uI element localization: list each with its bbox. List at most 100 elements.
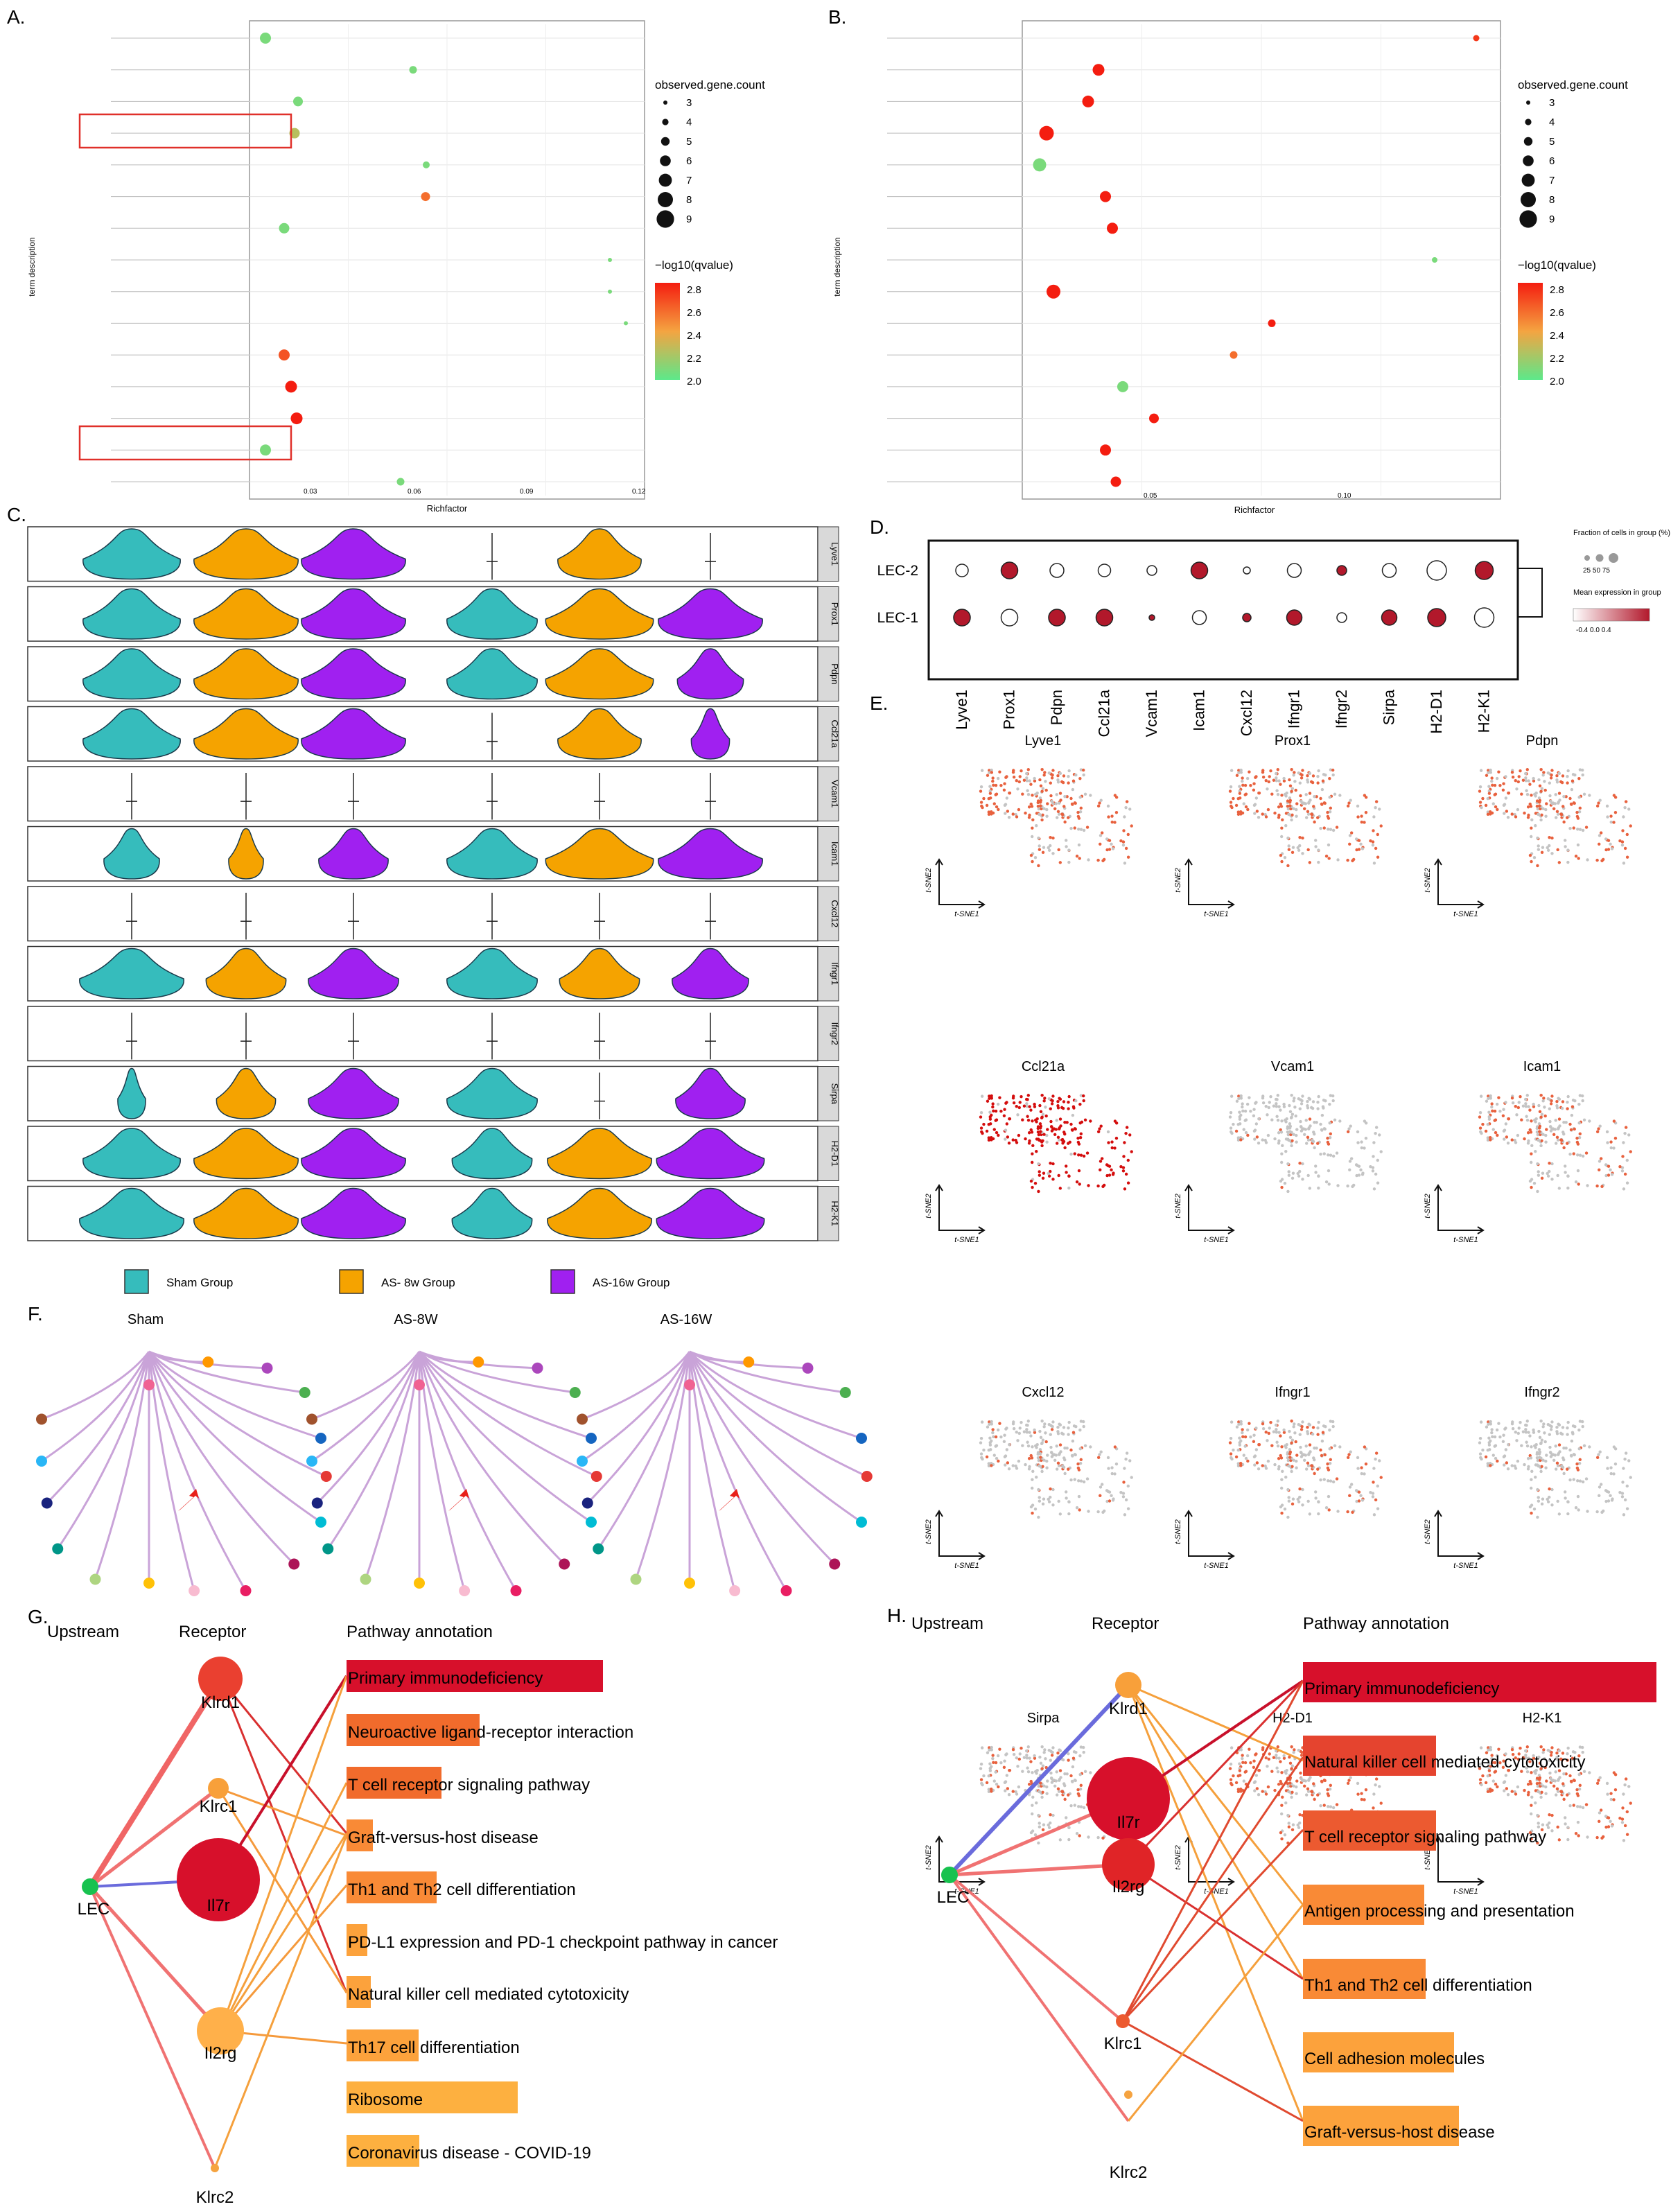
tsne-point: [1557, 792, 1561, 795]
pathway-bar: [347, 2029, 419, 2061]
expression-dot: [1286, 609, 1303, 626]
tsne-point: [1573, 1751, 1577, 1754]
tsne-point: [1308, 1187, 1312, 1190]
tsne-point: [1040, 1795, 1044, 1799]
tsne-point: [1331, 1154, 1336, 1158]
tsne-point: [1267, 1757, 1271, 1761]
tsne-point: [992, 1435, 995, 1438]
tsne-point: [1024, 811, 1027, 815]
tsne-point: [1101, 1510, 1105, 1514]
tsne-point: [1276, 1094, 1279, 1097]
tsne-point: [1525, 1745, 1529, 1749]
communication-arc: [419, 1350, 538, 1370]
tsne-point: [1252, 1433, 1256, 1437]
tsne-point: [1506, 1467, 1510, 1471]
tsne-point: [1526, 1131, 1530, 1135]
tsne-point: [988, 769, 991, 772]
tsne-point: [1526, 1457, 1530, 1460]
cell-type-node: [360, 1573, 371, 1585]
tsne-point: [1548, 1169, 1551, 1173]
pathway-label: Graft-versus-host disease: [1304, 2123, 1495, 2142]
tsne-point: [1515, 1113, 1519, 1117]
tsne-point: [1113, 794, 1117, 797]
tsne-point: [1005, 796, 1009, 800]
tsne-point: [1609, 1466, 1613, 1469]
tsne-point: [1623, 1824, 1627, 1828]
tsne-point: [1062, 1782, 1066, 1785]
tsne-point: [1030, 1130, 1034, 1134]
tsne-point: [1566, 1467, 1569, 1471]
tsne-point: [1236, 810, 1240, 814]
tsne-point: [1254, 1774, 1259, 1777]
tsne-point: [1537, 1139, 1541, 1142]
tsne-point: [1243, 1109, 1248, 1113]
tsne-point: [1555, 1756, 1559, 1759]
tsne-point: [1487, 1422, 1490, 1426]
tsne-point: [1510, 812, 1514, 816]
tsne-point: [1293, 780, 1297, 783]
tsne-point: [1005, 1448, 1009, 1451]
size-legend-dot: [656, 210, 674, 228]
tsne-point: [1364, 1462, 1368, 1466]
tsne-axis-arrows: [935, 1184, 986, 1234]
d-legend-dot-large: [1609, 553, 1618, 563]
tsne-point: [1558, 1124, 1561, 1128]
tsne-point: [1320, 787, 1324, 792]
panel-b-term-labels: [887, 37, 1022, 482]
tsne-point: [979, 1126, 983, 1130]
tsne-point: [980, 1420, 984, 1424]
tsne-point: [1018, 1752, 1022, 1756]
tsne-point: [1027, 1783, 1031, 1786]
tsne-point: [1106, 804, 1110, 808]
tsne-point: [986, 1099, 990, 1103]
tsne-point: [1026, 1770, 1031, 1774]
tsne-point: [1105, 848, 1109, 852]
tsne-point: [1623, 1457, 1627, 1461]
tsne-point: [1612, 1119, 1616, 1123]
tsne-point: [1605, 1130, 1609, 1134]
tsne-point: [1516, 1757, 1521, 1761]
tsne-point: [1314, 1496, 1318, 1500]
tsne-point: [991, 1754, 995, 1757]
tsne-point: [1298, 1813, 1302, 1817]
tsne-point: [1545, 802, 1548, 805]
tsne-point: [1532, 1444, 1537, 1448]
receptor-label: Il7r: [207, 1896, 229, 1915]
tsne-point: [1302, 1458, 1306, 1463]
tsne-point: [990, 1138, 993, 1142]
tsne-point: [1612, 1798, 1616, 1801]
tsne-point: [1566, 781, 1569, 785]
enrichment-dot: [624, 321, 628, 326]
tsne-point: [1253, 812, 1257, 815]
size-legend-label: 5: [686, 136, 692, 148]
tsne-point: [988, 1748, 991, 1752]
pathway-bar: [347, 2135, 419, 2167]
tsne-point: [1300, 776, 1304, 780]
tsne-axes: [1437, 859, 1483, 905]
tsne-point: [1079, 1094, 1083, 1097]
tsne-point: [1532, 856, 1537, 859]
d-gene-label: Ifngr1: [1286, 690, 1303, 728]
tsne-point: [1516, 1133, 1520, 1137]
tsne-point: [1053, 1784, 1057, 1788]
tsne-point: [1506, 1141, 1510, 1145]
tsne-point: [1047, 1500, 1051, 1503]
tsne-point: [1513, 1464, 1516, 1468]
tsne-point: [1015, 1756, 1018, 1760]
tsne-point: [1490, 1431, 1494, 1435]
tsne-point: [1038, 1465, 1042, 1468]
tsne-point: [1045, 814, 1049, 818]
tsne-point: [1598, 1811, 1602, 1815]
panel-d-box: [927, 539, 1519, 681]
tsne-point: [1478, 1778, 1482, 1781]
tsne-point: [1349, 831, 1354, 835]
tsne-point: [1507, 1768, 1510, 1772]
receptor-node: [1116, 2014, 1130, 2028]
expression-dot: [1474, 561, 1494, 580]
tsne-point: [1599, 1157, 1603, 1160]
tsne-yaxis-label: t-SNE2: [1424, 1519, 1432, 1544]
tsne-point: [1029, 1434, 1033, 1438]
tsne-point: [1296, 846, 1300, 850]
tsne-point: [1264, 1431, 1268, 1434]
tsne-point: [1372, 1513, 1376, 1517]
